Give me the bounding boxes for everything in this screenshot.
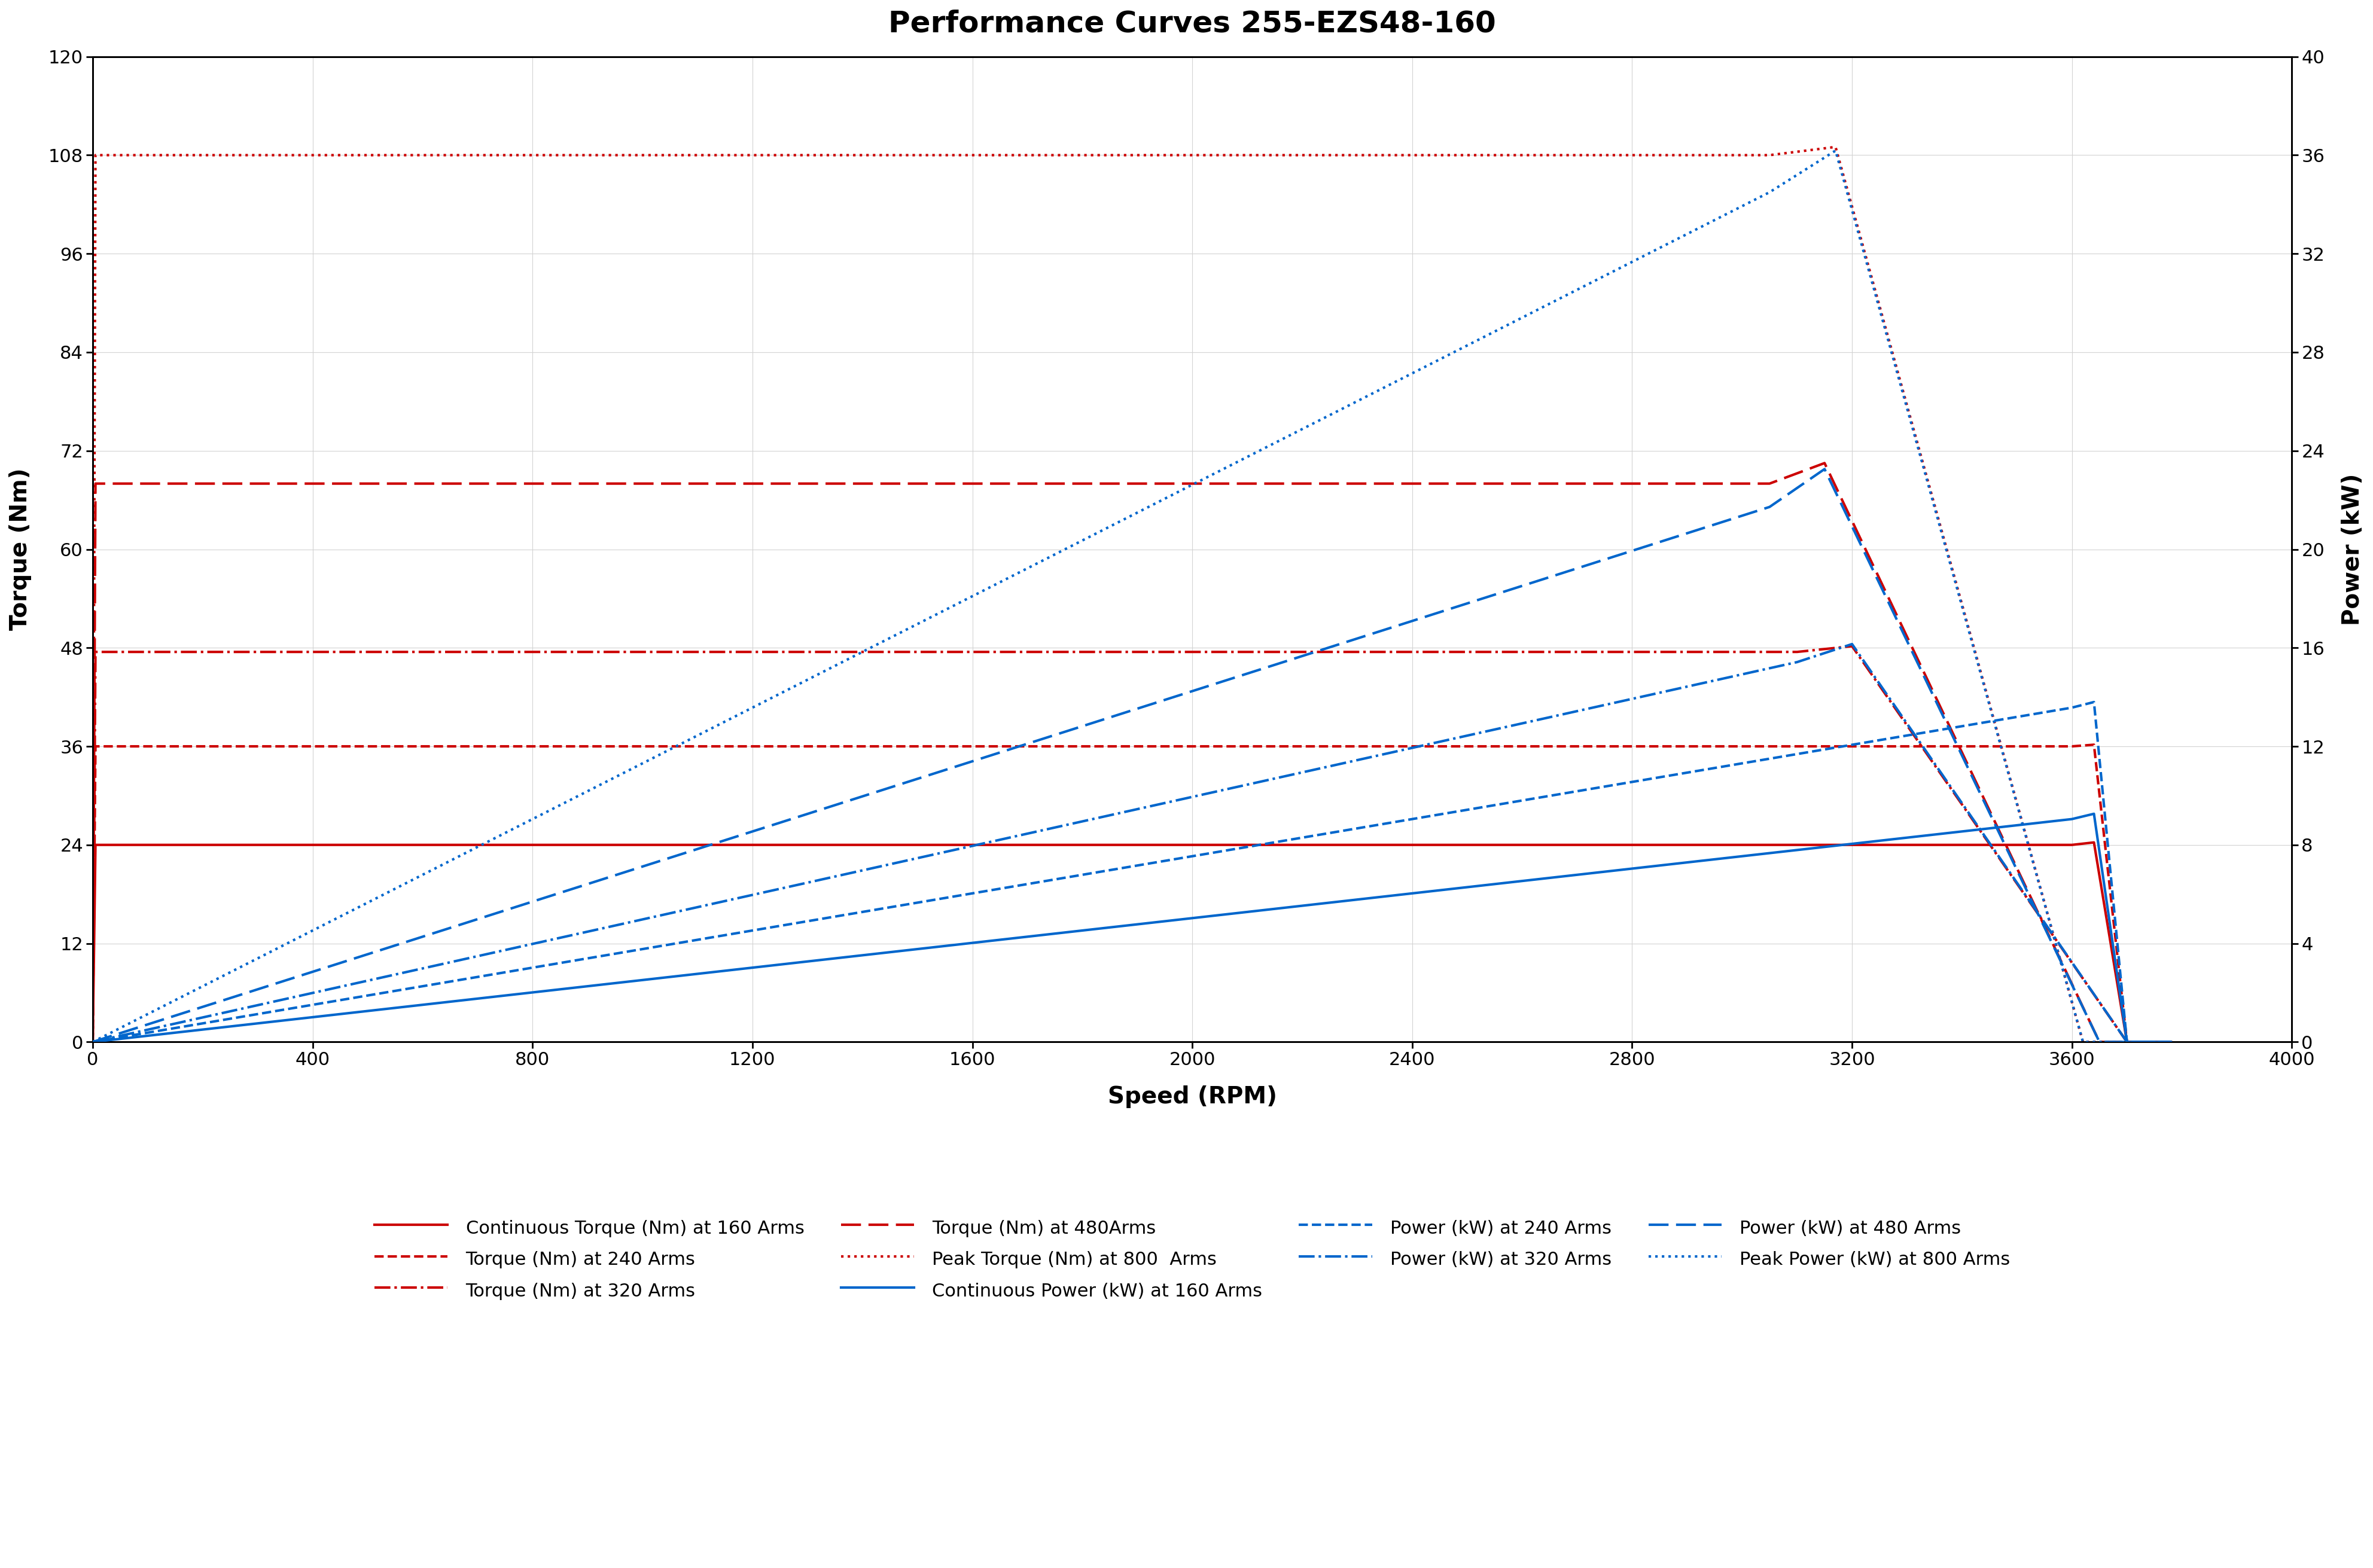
Y-axis label: Torque (Nm): Torque (Nm) (9, 469, 31, 630)
Title: Performance Curves 255-EZS48-160: Performance Curves 255-EZS48-160 (888, 9, 1495, 38)
X-axis label: Speed (RPM): Speed (RPM) (1108, 1085, 1277, 1109)
Y-axis label: Power (kW): Power (kW) (2342, 474, 2364, 626)
Legend: Continuous Torque (Nm) at 160 Arms, Torque (Nm) at 240 Arms, Torque (Nm) at 320 : Continuous Torque (Nm) at 160 Arms, Torq… (368, 1209, 2017, 1309)
